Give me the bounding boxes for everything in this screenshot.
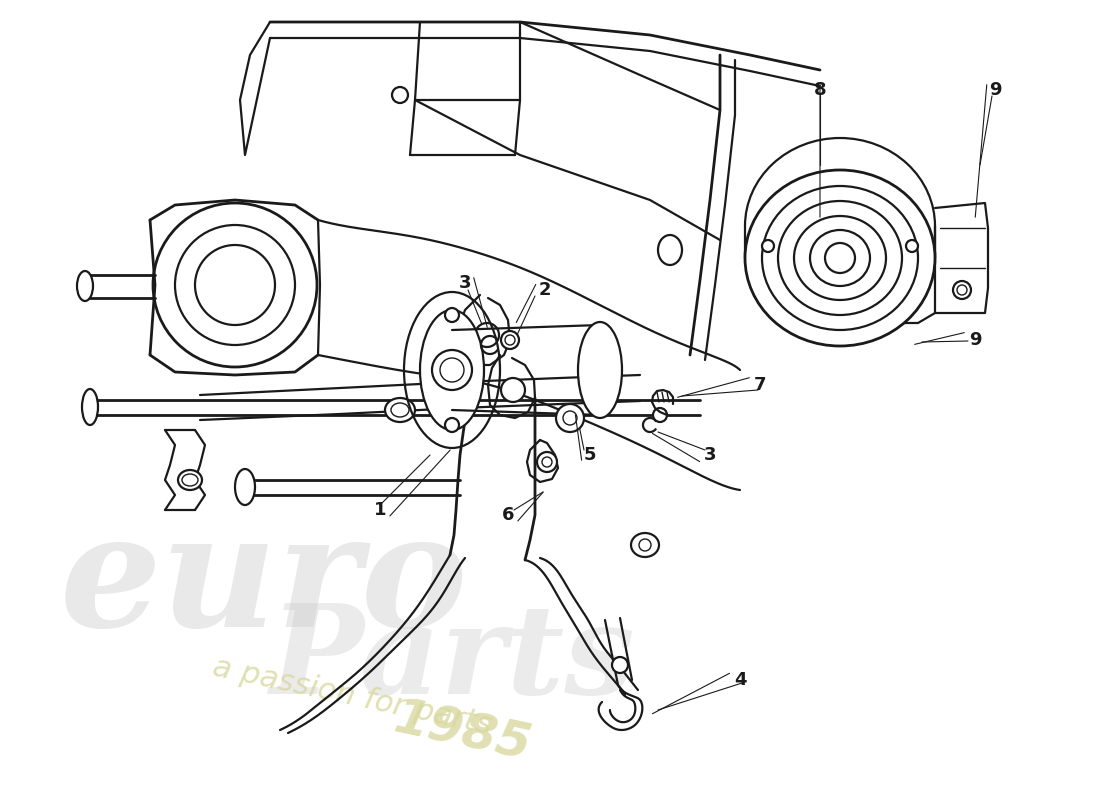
Text: euro: euro (60, 506, 469, 660)
Circle shape (195, 245, 275, 325)
Ellipse shape (563, 411, 578, 425)
Text: 7: 7 (754, 376, 767, 394)
Text: 3: 3 (459, 274, 471, 292)
Circle shape (953, 281, 971, 299)
Ellipse shape (653, 408, 667, 422)
Circle shape (505, 335, 515, 345)
Circle shape (762, 240, 774, 252)
Text: 6: 6 (502, 506, 515, 524)
Text: 3: 3 (704, 446, 716, 464)
Circle shape (440, 358, 464, 382)
Circle shape (475, 323, 499, 347)
Text: 4: 4 (734, 671, 746, 689)
Text: 2: 2 (539, 281, 551, 299)
Text: 1: 1 (374, 501, 386, 519)
Circle shape (537, 452, 557, 472)
Ellipse shape (434, 333, 466, 357)
Ellipse shape (556, 404, 584, 432)
Text: 5: 5 (584, 446, 596, 464)
Ellipse shape (390, 403, 409, 417)
Circle shape (432, 350, 472, 390)
Text: 9: 9 (989, 81, 1001, 99)
Circle shape (612, 657, 628, 673)
Ellipse shape (385, 398, 415, 422)
Text: a passion for parts: a passion for parts (210, 653, 495, 740)
Ellipse shape (235, 469, 255, 505)
Circle shape (906, 240, 918, 252)
Ellipse shape (182, 474, 198, 486)
Circle shape (957, 285, 967, 295)
Circle shape (500, 378, 525, 402)
Ellipse shape (778, 201, 902, 315)
Ellipse shape (178, 470, 202, 490)
Circle shape (175, 225, 295, 345)
Ellipse shape (420, 310, 484, 430)
Ellipse shape (794, 216, 886, 300)
Text: 9: 9 (969, 331, 981, 349)
Ellipse shape (810, 230, 870, 286)
Text: Parts: Parts (270, 598, 636, 720)
Circle shape (392, 87, 408, 103)
Ellipse shape (658, 235, 682, 265)
Ellipse shape (745, 170, 935, 346)
Text: 1985: 1985 (390, 694, 536, 770)
Ellipse shape (762, 186, 918, 330)
Ellipse shape (578, 322, 621, 418)
Circle shape (500, 331, 519, 349)
Circle shape (825, 243, 855, 273)
Circle shape (542, 457, 552, 467)
Circle shape (153, 203, 317, 367)
Ellipse shape (82, 389, 98, 425)
Circle shape (446, 308, 459, 322)
Text: 8: 8 (814, 81, 826, 99)
Circle shape (446, 418, 459, 432)
Ellipse shape (631, 533, 659, 557)
Ellipse shape (77, 271, 94, 301)
Circle shape (639, 539, 651, 551)
Ellipse shape (440, 338, 460, 352)
